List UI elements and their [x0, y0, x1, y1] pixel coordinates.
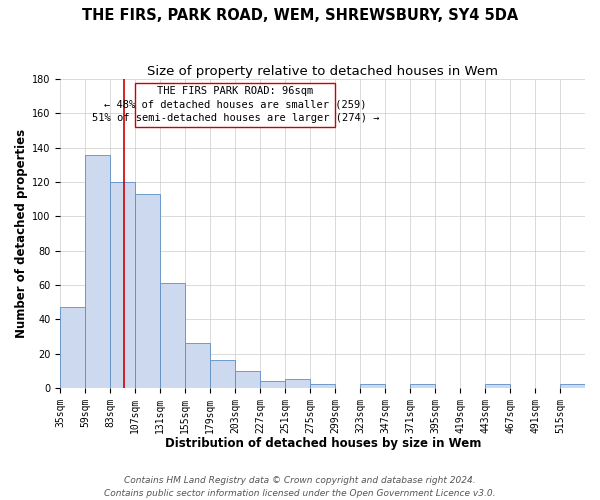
Bar: [85, 154, 110, 388]
Bar: [210, 360, 235, 388]
Bar: [485, 384, 510, 388]
Bar: [310, 384, 335, 388]
FancyBboxPatch shape: [136, 82, 335, 127]
Bar: [560, 384, 585, 388]
Text: Contains HM Land Registry data © Crown copyright and database right 2024.
Contai: Contains HM Land Registry data © Crown c…: [104, 476, 496, 498]
Text: THE FIRS, PARK ROAD, WEM, SHREWSBURY, SY4 5DA: THE FIRS, PARK ROAD, WEM, SHREWSBURY, SY…: [82, 8, 518, 22]
Bar: [136, 194, 160, 388]
Y-axis label: Number of detached properties: Number of detached properties: [15, 129, 28, 338]
Bar: [285, 380, 310, 388]
Title: Size of property relative to detached houses in Wem: Size of property relative to detached ho…: [147, 65, 498, 78]
Bar: [235, 370, 260, 388]
Bar: [110, 182, 136, 388]
Text: 51% of semi-detached houses are larger (274) →: 51% of semi-detached houses are larger (…: [92, 114, 379, 124]
Bar: [160, 283, 185, 388]
X-axis label: Distribution of detached houses by size in Wem: Distribution of detached houses by size …: [164, 437, 481, 450]
Bar: [61, 308, 85, 388]
Bar: [410, 384, 435, 388]
Text: ← 48% of detached houses are smaller (259): ← 48% of detached houses are smaller (25…: [104, 100, 367, 110]
Bar: [260, 381, 285, 388]
Bar: [360, 384, 385, 388]
Text: THE FIRS PARK ROAD: 96sqm: THE FIRS PARK ROAD: 96sqm: [157, 86, 313, 96]
Bar: [185, 344, 210, 388]
